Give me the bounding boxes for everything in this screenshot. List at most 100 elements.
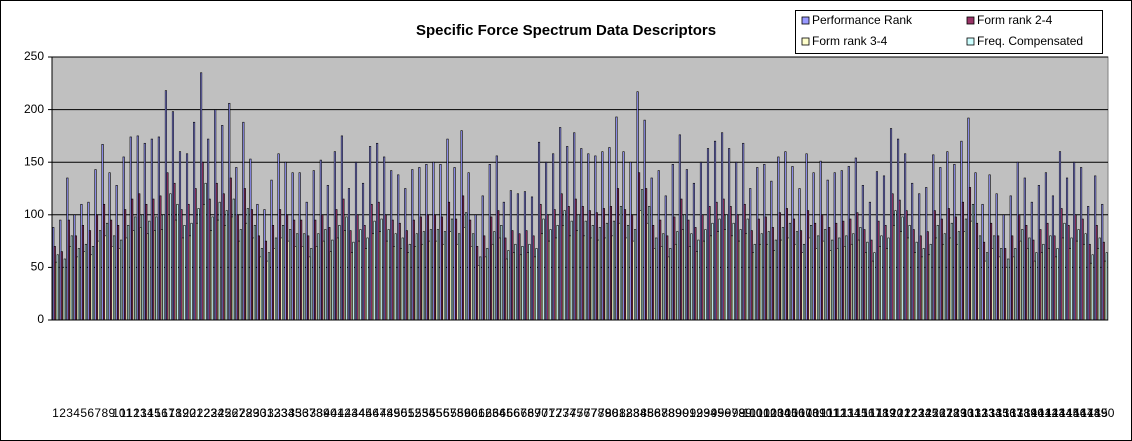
bar — [683, 214, 686, 321]
bar — [303, 233, 306, 321]
bar — [528, 243, 531, 321]
x-tick-label: 83 — [626, 406, 640, 420]
bar — [697, 239, 700, 321]
bar — [725, 214, 728, 321]
bar — [183, 225, 186, 321]
bar — [866, 241, 869, 321]
x-tick-label: 18 — [169, 406, 183, 420]
x-tick-label: 75 — [570, 406, 584, 420]
y-tick-label: 100 — [24, 207, 44, 221]
bar — [218, 201, 221, 321]
bar — [204, 182, 207, 321]
x-tick-label: 72 — [549, 406, 563, 420]
bar — [577, 214, 580, 321]
x-tick-label: 46 — [366, 406, 380, 420]
bar — [732, 222, 735, 321]
x-tick-label: 71 — [542, 406, 556, 420]
x-tick-label: 150 — [1094, 406, 1114, 420]
x-tick-label: 50 — [394, 406, 408, 420]
bar — [894, 210, 897, 321]
x-tick-label: 45 — [359, 406, 373, 420]
bar — [408, 243, 411, 321]
bar — [993, 235, 996, 321]
x-tick-label: 38 — [309, 406, 323, 420]
bar — [457, 233, 461, 321]
legend-swatch — [801, 16, 810, 25]
x-tick-label: 90 — [675, 406, 689, 420]
bar — [127, 225, 130, 321]
bar — [310, 248, 313, 321]
x-tick-label: 106 — [785, 406, 805, 420]
x-tick-label: 1 — [52, 406, 59, 420]
bar — [612, 220, 615, 321]
bar — [1049, 235, 1052, 321]
x-tick-label: 68 — [521, 406, 535, 420]
bar — [655, 237, 658, 321]
x-tick-label: 101 — [750, 406, 770, 420]
plot-area — [51, 56, 1109, 321]
y-tick-label: 250 — [24, 49, 44, 63]
bar — [852, 233, 855, 321]
x-tick-label: 77 — [584, 406, 598, 420]
x-tick-label: 138 — [1010, 406, 1030, 420]
bar — [753, 243, 756, 321]
bar — [352, 241, 355, 321]
x-tick-label: 102 — [757, 406, 777, 420]
x-tick-label: 118 — [870, 406, 889, 420]
x-tick-label: 62 — [478, 406, 492, 420]
bar — [324, 229, 327, 321]
bar — [690, 233, 693, 321]
bar — [950, 222, 953, 321]
x-tick-label: 97 — [725, 406, 739, 420]
bar — [591, 225, 594, 321]
x-tick-label: 32 — [267, 406, 281, 420]
x-tick-label: 130 — [954, 406, 974, 420]
bar — [873, 252, 876, 321]
bar — [465, 212, 468, 321]
x-tick-label: 131 — [961, 406, 981, 420]
x-tick-label: 16 — [154, 406, 168, 420]
legend-label: Form rank 2-4 — [977, 13, 1053, 27]
x-tick-label: 137 — [1003, 406, 1023, 420]
x-tick-label: 87 — [654, 406, 668, 420]
x-tick-label: 100 — [742, 406, 762, 420]
bar — [274, 237, 278, 321]
x-tick-label: 121 — [890, 406, 910, 420]
bar — [718, 218, 721, 321]
x-tick-label: 31 — [260, 406, 274, 420]
x-tick-label: 134 — [982, 406, 1002, 420]
bar — [598, 227, 601, 321]
x-tick-label: 110 — [813, 406, 832, 420]
bar — [957, 231, 960, 321]
bar — [936, 225, 939, 321]
legend-box — [795, 10, 1103, 54]
legend-label: Performance Rank — [812, 13, 913, 27]
bar — [373, 220, 376, 321]
x-tick-label: 15 — [147, 406, 161, 420]
bar — [739, 229, 742, 321]
bar — [190, 222, 193, 321]
x-tick-label: 6 — [87, 406, 94, 420]
x-tick-label: 114 — [841, 406, 860, 420]
x-tick-label: 41 — [330, 406, 344, 420]
x-tick-label: 20 — [183, 406, 197, 420]
x-tick-label: 115 — [849, 406, 868, 420]
bar — [662, 233, 665, 321]
bar — [296, 233, 299, 321]
bar — [978, 235, 982, 321]
bar — [486, 248, 489, 321]
x-tick-label: 104 — [771, 406, 791, 420]
x-tick-label: 140 — [1024, 406, 1044, 420]
x-tick-label: 78 — [591, 406, 605, 420]
bar — [113, 235, 116, 321]
x-tick-label: 51 — [401, 406, 415, 420]
bar — [134, 216, 137, 321]
bar — [232, 198, 235, 321]
bar — [521, 246, 524, 321]
x-tick-label: 109 — [806, 406, 826, 420]
bar — [1084, 233, 1087, 321]
x-tick-label: 54 — [422, 406, 436, 420]
bar — [633, 229, 637, 321]
x-tick-label: 57 — [443, 406, 457, 420]
